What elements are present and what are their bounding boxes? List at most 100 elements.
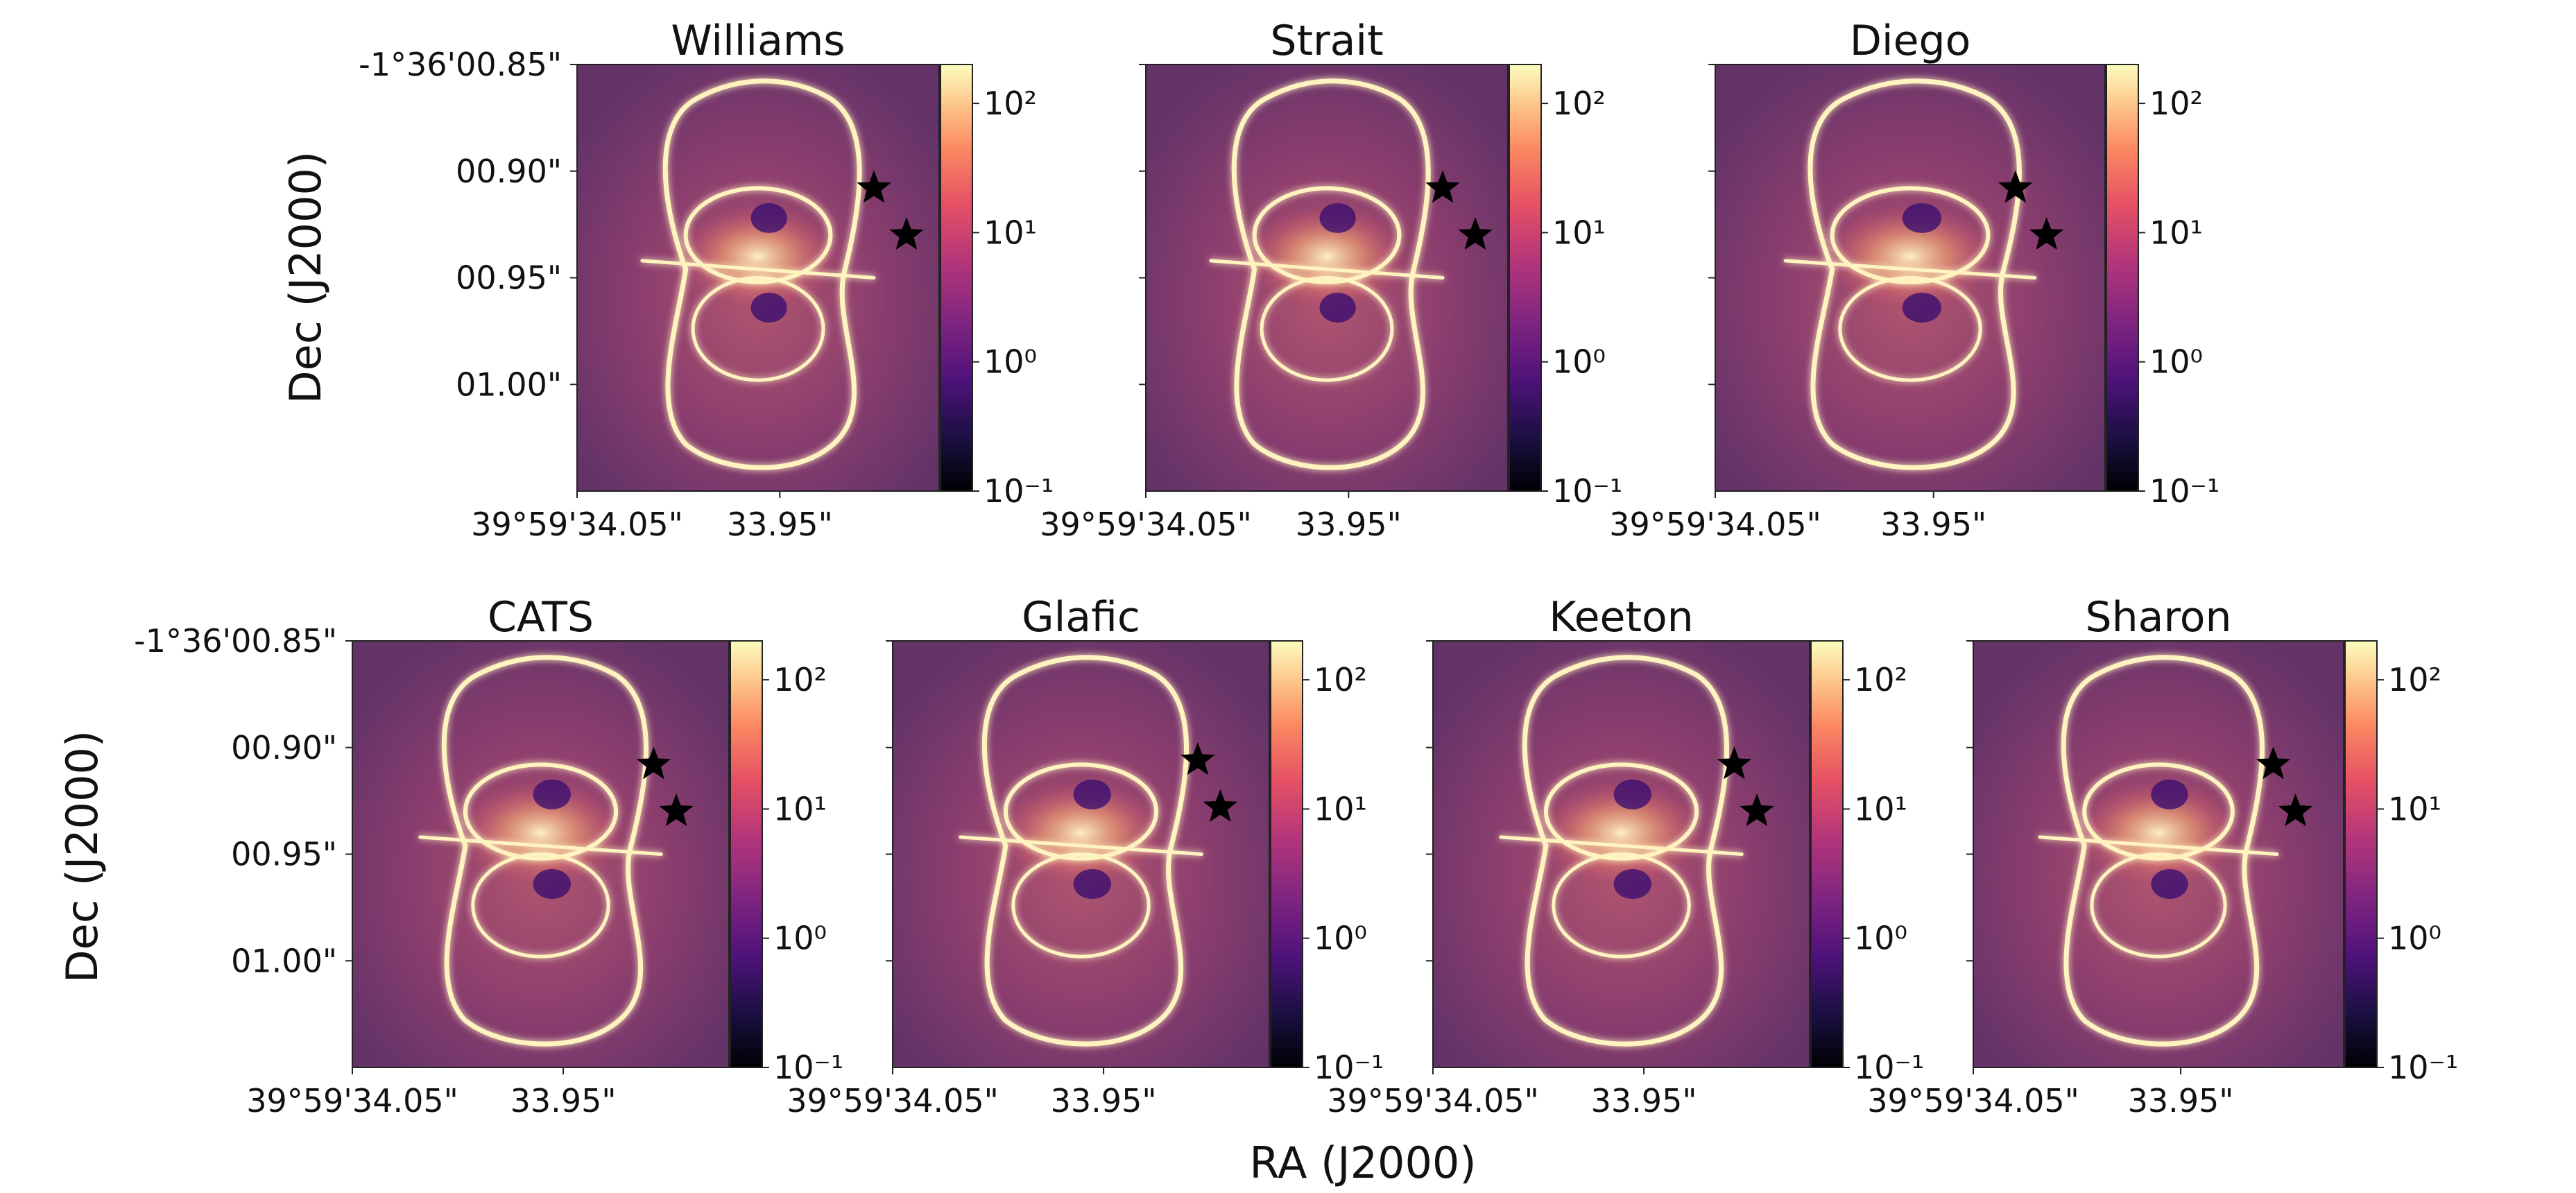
y-tick-label: 00.90" (456, 153, 562, 190)
colorbar-tick-label: 10² (1314, 661, 1367, 698)
critical-curve-inner-lower (471, 852, 610, 959)
x-tick-label: 33.95" (727, 506, 833, 543)
panel-cats: CATS 10² 10¹ 10⁰ 10⁻¹ 39°59'34.05" 33.95" -1°36… (134, 593, 843, 1119)
x-tick-label: 39°59'34.05" (246, 1082, 458, 1119)
critical-curves (1209, 78, 1445, 470)
x-tick-label: 33.95" (1591, 1082, 1697, 1119)
colorbar-tick-label: 10⁻¹ (1314, 1049, 1384, 1086)
critical-curve-inner-lower (1260, 276, 1394, 382)
colorbar-tick-label: 10² (1552, 85, 1606, 122)
x-tick-label: 33.95" (1051, 1082, 1157, 1119)
panel-glafic: Glafic 10² 10¹ 10⁰ 10⁻¹ 39°59'34.05" 33.95" (787, 593, 1384, 1119)
colorbar-tick-label: 10¹ (984, 214, 1037, 251)
colorbar-tick-label: 10¹ (1854, 790, 1907, 827)
critical-curve-inner-upper (683, 186, 833, 284)
y-axis-label-top: Dec (J2000) (280, 151, 331, 404)
star-marker (1425, 170, 1460, 203)
colorbar-tick-label: 10¹ (773, 790, 827, 827)
colorbar (1810, 640, 1844, 1068)
colorbar-tick-label: 10⁻¹ (2388, 1049, 2458, 1086)
critical-curve-bar (640, 259, 876, 280)
heatmap-core (2077, 781, 2240, 884)
panel-title: Williams (671, 17, 845, 65)
star-marker (857, 170, 891, 203)
critical-curve-outer (1808, 78, 2022, 470)
critical-curves (418, 655, 663, 1047)
panel-title: Strait (1270, 17, 1383, 65)
heatmap-core (1824, 205, 1996, 308)
critical-curve-outer (441, 655, 649, 1047)
critical-curve-bar (2038, 835, 2279, 856)
x-tick-label: 33.95" (1880, 506, 1986, 543)
star-marker (659, 793, 694, 826)
x-tick-label: 33.95" (2128, 1082, 2234, 1119)
y-tick-label: 00.90" (231, 729, 337, 766)
critical-curve-inner-upper (1252, 186, 1402, 284)
critical-curve-outer (1522, 655, 1729, 1047)
colorbar-tick-label: 10² (2388, 661, 2441, 698)
critical-curve-inner-upper (1003, 762, 1159, 861)
critical-curves (2038, 655, 2279, 1047)
star-marker (2278, 793, 2313, 826)
star-marker (1998, 170, 2033, 203)
critical-curve-inner-upper (2082, 762, 2235, 861)
critical-curve-inner-lower (1838, 276, 1982, 382)
colorbar-tick-label: 10⁻¹ (1854, 1049, 1924, 1086)
colorbar-tick-label: 10¹ (2149, 214, 2203, 251)
colorbar-tick-label: 10⁰ (1854, 920, 1907, 957)
x-tick-label: 39°59'34.05" (1327, 1082, 1539, 1119)
x-tick-label: 39°59'34.05" (1040, 506, 1252, 543)
colorbar-tick-label: 10² (1854, 661, 1907, 698)
panel-diego: Diego 10² 10¹ 10⁰ 10⁻¹ 39°59'34.05" 33.95" (1609, 17, 2219, 543)
heatmap-core (1247, 205, 1407, 308)
critical-curve-inner-lower (1011, 852, 1151, 959)
star-marker (636, 746, 671, 780)
heatmap-dark-spot (533, 779, 571, 809)
panel-title: CATS (488, 593, 594, 642)
y-tick-label: -1°36'00.85" (359, 46, 562, 83)
panel-williams: Williams 10² 10¹ 10⁰ 10⁻¹ 39°59'34.05" 33.95" -… (359, 17, 1054, 543)
y-axis-label-bottom: Dec (J2000) (57, 730, 108, 983)
star-marker (1180, 742, 1215, 775)
colorbar (2344, 640, 2378, 1068)
panel-strait: Strait 10² 10¹ 10⁰ 10⁻¹ 39°59'34.05" 33.95" (1040, 17, 1622, 543)
star-marker (2256, 746, 2291, 780)
colorbar-tick-label: 10¹ (1314, 790, 1367, 827)
panel-title: Keeton (1549, 593, 1693, 642)
colorbar (940, 64, 973, 492)
colorbar-tick-label: 10¹ (1552, 214, 1606, 251)
x-tick-label: 39°59'34.05" (471, 506, 683, 543)
panel-sharon: Sharon 10² 10¹ 10⁰ 10⁻¹ 39°59'34.05" 33.95" (1867, 593, 2458, 1119)
y-tick-label: 00.95" (231, 836, 337, 873)
heatmap-dark-spot (1902, 293, 1941, 323)
x-axis-label: RA (J2000) (1249, 1138, 1476, 1188)
critical-curves (1499, 655, 1744, 1047)
heatmap-core (1538, 781, 1704, 884)
heatmap-core (458, 781, 624, 884)
critical-curve-inner-lower (1552, 852, 1691, 959)
heatmap-dark-spot (1902, 203, 1941, 233)
star-marker (1458, 217, 1493, 250)
star-marker (2029, 217, 2064, 250)
colorbar (2106, 64, 2139, 492)
critical-curve-bar (1209, 259, 1445, 280)
heatmap-dark-spot (1613, 779, 1651, 809)
x-tick-label: 33.95" (1296, 506, 1402, 543)
star-marker (1717, 746, 1752, 780)
y-tick-label: 00.95" (456, 259, 562, 297)
critical-curve-inner-upper (1543, 762, 1699, 861)
colorbar (1270, 640, 1303, 1068)
critical-curve-outer (662, 78, 862, 470)
colorbar-tick-label: 10⁻¹ (984, 472, 1054, 510)
critical-curve-inner-upper (1830, 186, 1991, 284)
heatmap-core (998, 781, 1164, 884)
critical-curve-bar (1499, 835, 1744, 856)
critical-curve-bar (959, 835, 1203, 856)
panel-title: Sharon (2086, 593, 2232, 642)
colorbar (730, 640, 763, 1068)
star-marker (1203, 789, 1238, 822)
y-tick-label: -1°36'00.85" (134, 622, 337, 660)
heatmap-dark-spot (750, 203, 787, 233)
colorbar-tick-label: 10⁰ (2149, 343, 2203, 381)
